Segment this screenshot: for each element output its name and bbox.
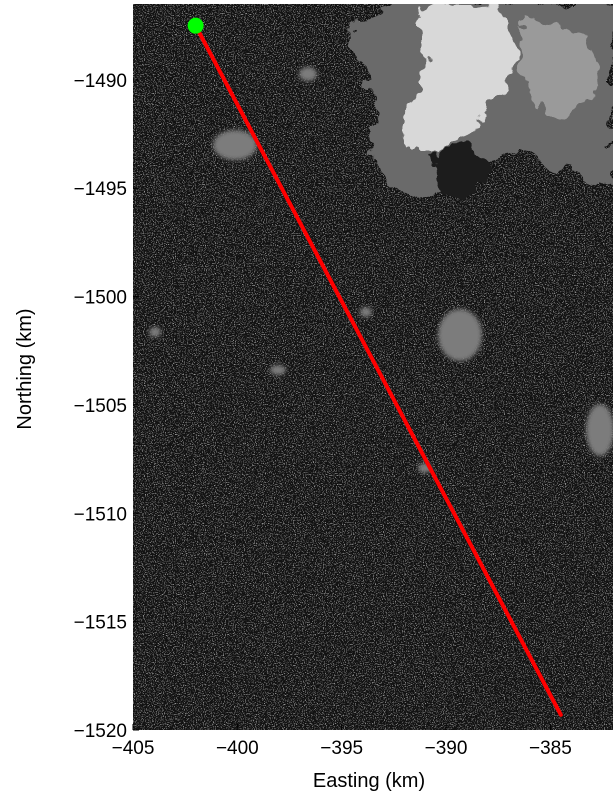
y-tick-label: −1500 — [74, 288, 127, 309]
y-tick-label: −1495 — [74, 179, 127, 200]
x-tick-label: −405 — [112, 738, 155, 759]
ice-mass — [350, 4, 613, 200]
x-tick-label: −400 — [216, 738, 259, 759]
x-axis-ticks: −405 −400 −395 −390 −385 — [112, 724, 572, 759]
y-tick-label: −1520 — [74, 721, 127, 742]
x-tick-label: −385 — [529, 738, 572, 759]
y-tick-label: −1490 — [74, 71, 127, 92]
start-marker-point — [187, 17, 204, 34]
y-axis-label: Northing (km) — [14, 308, 36, 429]
x-tick-label: −395 — [320, 738, 363, 759]
y-axis-ticks: −1490 −1495 −1500 −1505 −1510 −1515 −1520 — [74, 71, 139, 742]
x-axis-label: Easting (km) — [313, 770, 425, 792]
ice-floes — [149, 67, 613, 473]
y-tick-label: −1510 — [74, 504, 127, 525]
x-tick-label: −390 — [425, 738, 468, 759]
series-layer — [187, 17, 563, 717]
y-tick-label: −1505 — [74, 396, 127, 417]
y-tick-label: −1515 — [74, 613, 127, 634]
track-line — [193, 23, 563, 717]
satellite-image-background — [133, 4, 613, 730]
